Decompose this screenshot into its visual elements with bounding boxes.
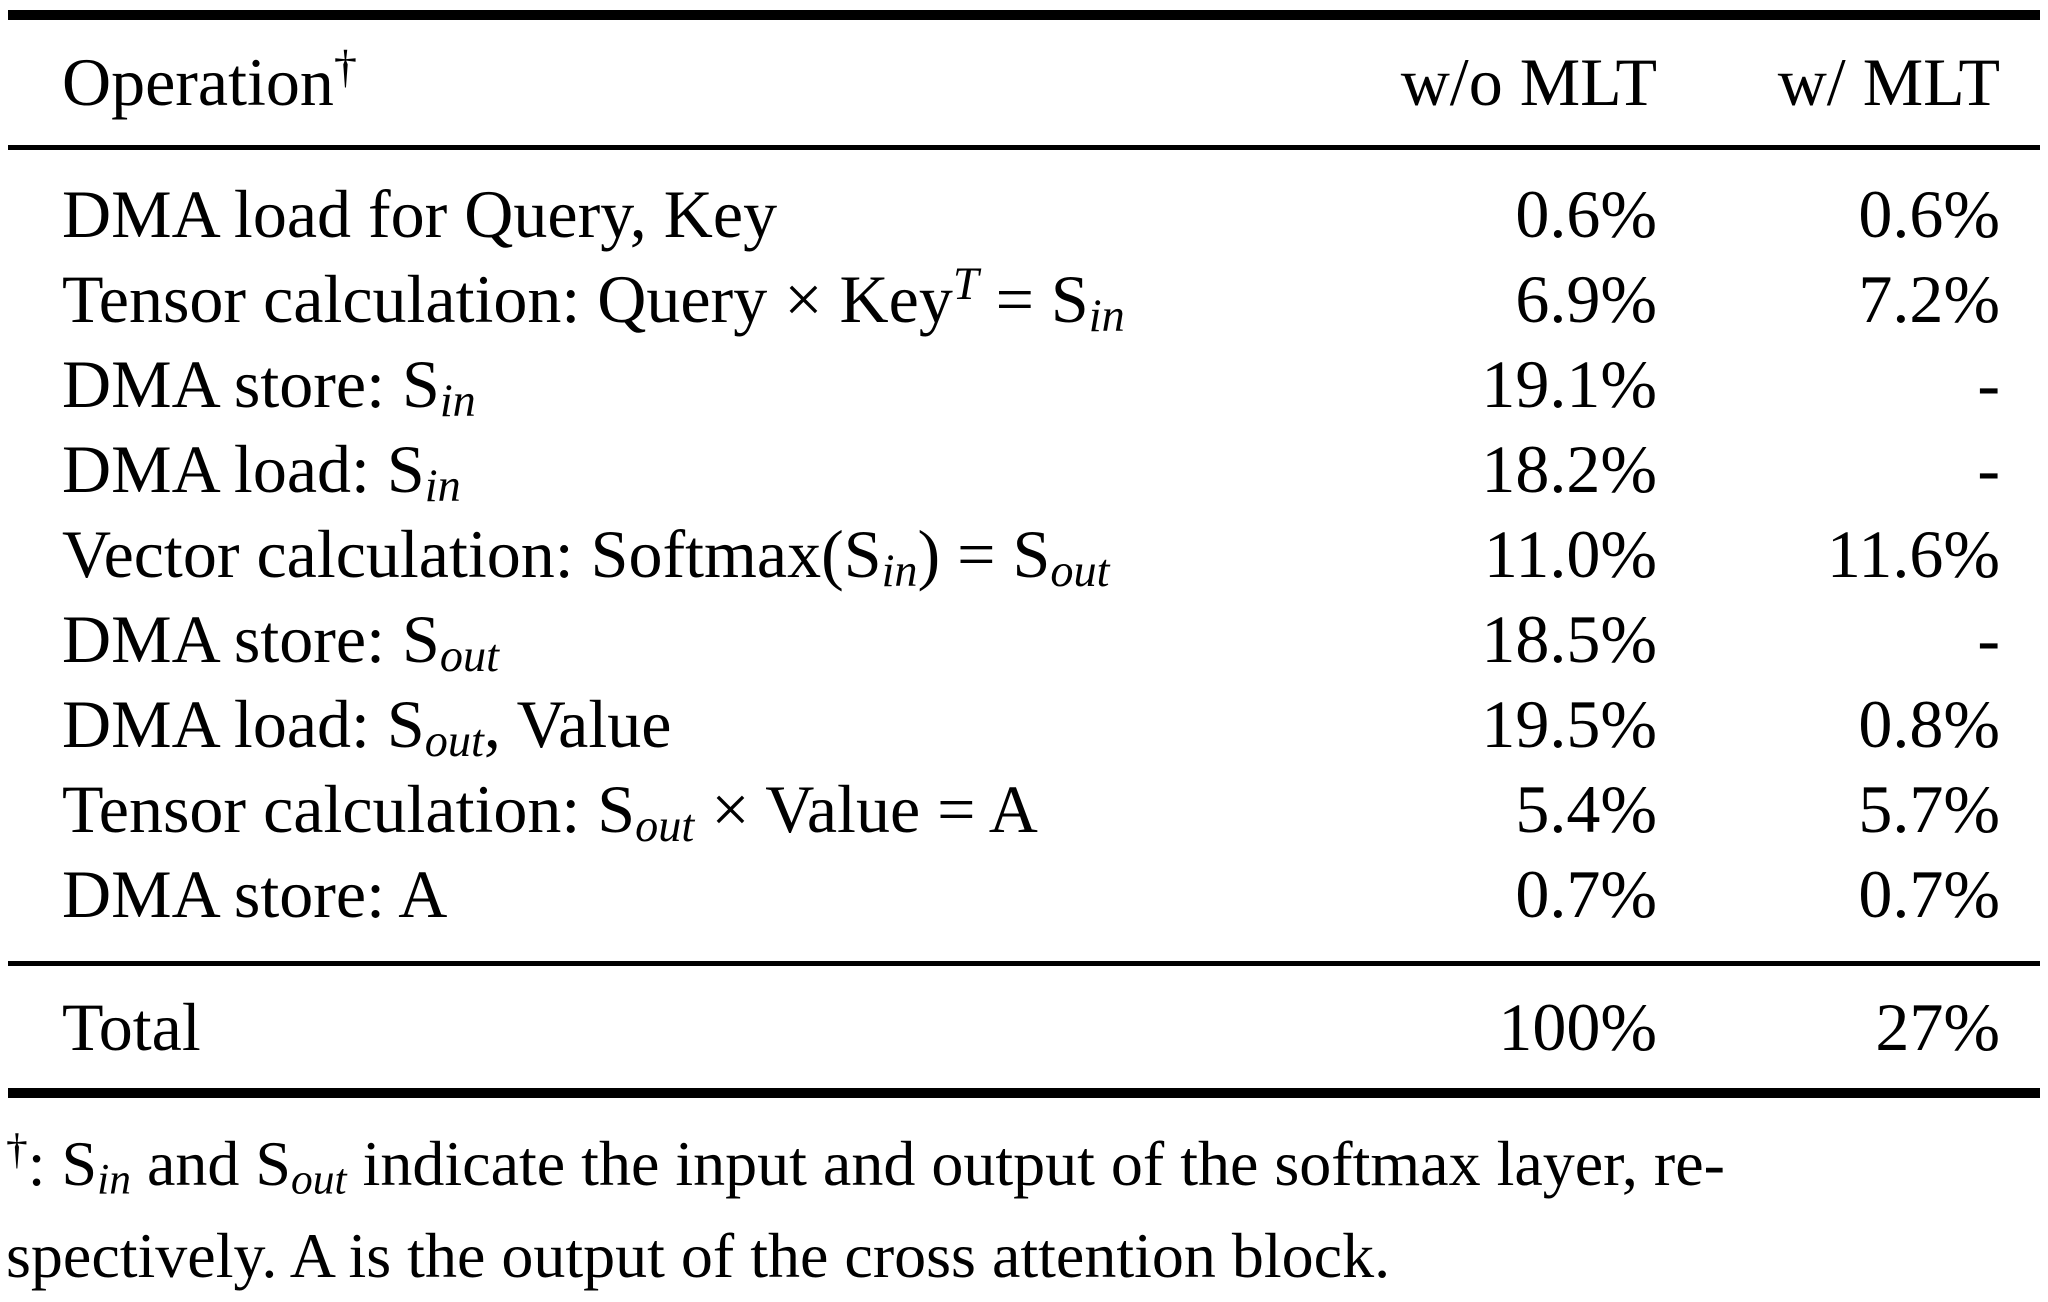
total-label: Total — [62, 988, 201, 1065]
wo-mlt-value: 18.5% — [1481, 601, 1657, 677]
table-row: DMA load: Sout, Value 19.5% 0.8% — [0, 682, 2048, 767]
w-mlt-value: 0.8% — [1858, 686, 2000, 762]
table-row: Tensor calculation: Sout × Value = A 5.4%… — [0, 767, 2048, 852]
table-footnote: †: Sin and Sout indicate the input and o… — [0, 1098, 2048, 1302]
table-header-rule — [8, 145, 2040, 150]
operation-cell: DMA store: Sout — [62, 601, 499, 679]
operation-cell: DMA load: Sin — [62, 431, 461, 509]
w-mlt-value: 0.6% — [1858, 176, 2000, 252]
table-row: DMA store: Sin 19.1% - — [0, 342, 2048, 427]
column-header-wo-mlt: w/o MLT — [1400, 44, 1657, 120]
table-row: DMA store: A 0.7% 0.7% — [0, 852, 2048, 937]
table-row: Vector calculation: Softmax(Sin) = Sout 1… — [0, 512, 2048, 597]
wo-mlt-value: 0.7% — [1515, 856, 1657, 932]
wo-mlt-value: 19.1% — [1481, 346, 1657, 422]
w-mlt-value: 0.7% — [1858, 856, 2000, 932]
table-bottom-rule — [8, 1088, 2040, 1098]
w-mlt-value: 7.2% — [1858, 261, 2000, 337]
operation-cell: DMA store: Sin — [62, 346, 476, 424]
wo-mlt-value: 11.0% — [1483, 516, 1657, 592]
operation-cell: Tensor calculation: Sout × Value = A — [62, 771, 1038, 849]
wo-mlt-value: 18.2% — [1481, 431, 1657, 507]
operation-cell: Vector calculation: Softmax(Sin) = Sout — [62, 516, 1110, 594]
table-total-rule — [8, 961, 2040, 966]
w-mlt-value: 11.6% — [1826, 516, 2000, 592]
table-body: DMA load for Query, Key 0.6% 0.6% Tensor ca… — [0, 150, 2048, 961]
operation-cell: Tensor calculation: Query × KeyT = Sin — [62, 260, 1125, 339]
table-row: DMA load for Query, Key 0.6% 0.6% — [0, 172, 2048, 257]
wo-mlt-value: 19.5% — [1481, 686, 1657, 762]
w-mlt-value: 5.7% — [1858, 771, 2000, 847]
table-top-rule — [8, 10, 2040, 20]
column-header-w-mlt: w/ MLT — [1777, 44, 2000, 120]
table-row: Tensor calculation: Query × KeyT = Sin 6.… — [0, 257, 2048, 342]
total-row: Total 100% 27% — [0, 966, 2048, 1088]
table-row: DMA load: Sin 18.2% - — [0, 427, 2048, 512]
table-row: DMA store: Sout 18.5% - — [0, 597, 2048, 682]
w-mlt-value: - — [1977, 431, 2000, 507]
wo-mlt-value: 0.6% — [1515, 176, 1657, 252]
footnote-line-1: †: Sin and Sout indicate the input and o… — [6, 1125, 1725, 1204]
total-w-mlt-value: 27% — [1875, 988, 2000, 1065]
w-mlt-value: - — [1977, 346, 2000, 422]
operation-cell: DMA load for Query, Key — [62, 176, 778, 252]
wo-mlt-value: 6.9% — [1515, 261, 1657, 337]
w-mlt-value: - — [1977, 601, 2000, 677]
operation-cell: DMA load: Sout, Value — [62, 686, 672, 764]
column-header-operation: Operation† — [62, 43, 358, 120]
table-header-row: Operation† w/o MLT w/ MLT — [0, 20, 2048, 145]
operation-cell: DMA store: A — [62, 856, 448, 932]
footnote-line-2: spectively. A is the output of the cross… — [6, 1220, 1391, 1291]
wo-mlt-value: 5.4% — [1515, 771, 1657, 847]
total-wo-mlt-value: 100% — [1498, 988, 1657, 1065]
